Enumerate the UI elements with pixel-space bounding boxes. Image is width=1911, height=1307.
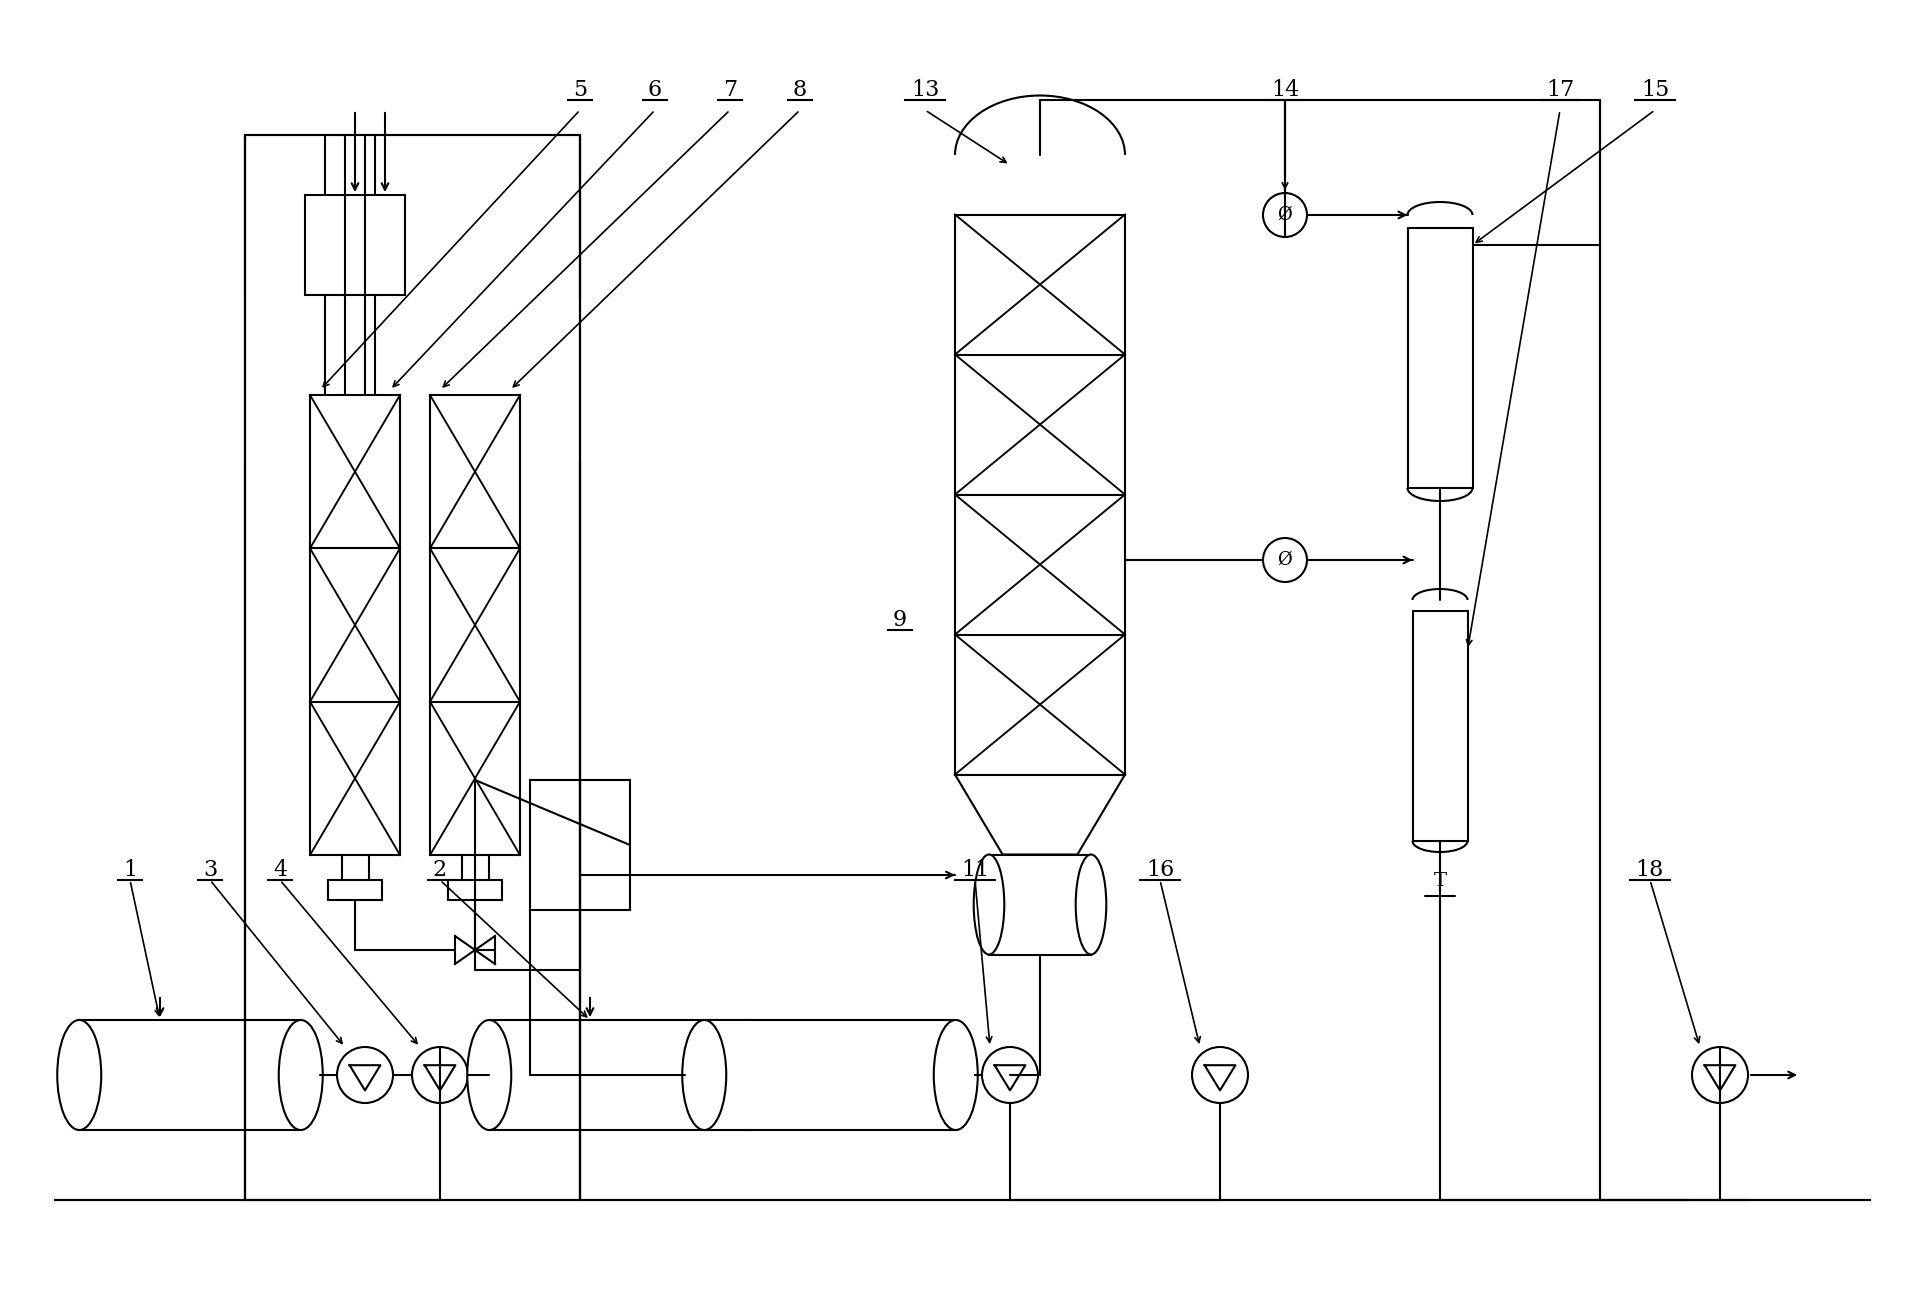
Text: 15: 15 xyxy=(1642,78,1668,101)
Ellipse shape xyxy=(975,855,1005,954)
Text: 16: 16 xyxy=(1147,859,1173,881)
Text: 11: 11 xyxy=(961,859,990,881)
Bar xyxy=(1408,227,1473,488)
Ellipse shape xyxy=(934,1019,978,1131)
Ellipse shape xyxy=(468,1019,512,1131)
Circle shape xyxy=(1192,1047,1248,1103)
Text: Ø: Ø xyxy=(1278,207,1292,223)
Text: 13: 13 xyxy=(912,78,938,101)
Bar xyxy=(529,780,631,910)
Text: 2: 2 xyxy=(434,859,447,881)
Bar xyxy=(329,880,382,901)
Text: 8: 8 xyxy=(793,78,806,101)
Text: 14: 14 xyxy=(1271,78,1299,101)
Bar xyxy=(956,214,1126,775)
Text: 3: 3 xyxy=(203,859,218,881)
Bar xyxy=(1412,610,1468,840)
Text: 17: 17 xyxy=(1546,78,1575,101)
Text: 7: 7 xyxy=(722,78,738,101)
Text: Ø: Ø xyxy=(1278,552,1292,569)
Circle shape xyxy=(336,1047,394,1103)
Bar xyxy=(705,1019,956,1131)
Ellipse shape xyxy=(1076,855,1106,954)
Text: 18: 18 xyxy=(1636,859,1664,881)
Text: 5: 5 xyxy=(573,78,587,101)
Ellipse shape xyxy=(279,1019,323,1131)
Bar xyxy=(310,395,399,855)
Text: 1: 1 xyxy=(122,859,138,881)
Ellipse shape xyxy=(57,1019,101,1131)
Circle shape xyxy=(1691,1047,1749,1103)
Bar xyxy=(306,195,405,295)
Text: 4: 4 xyxy=(273,859,287,881)
Bar xyxy=(78,1019,300,1131)
Bar xyxy=(990,855,1091,954)
Text: T: T xyxy=(1433,872,1447,890)
Text: 6: 6 xyxy=(648,78,661,101)
Circle shape xyxy=(1263,193,1307,237)
Circle shape xyxy=(413,1047,468,1103)
Circle shape xyxy=(1263,538,1307,582)
Bar xyxy=(489,1019,751,1131)
Circle shape xyxy=(982,1047,1038,1103)
Ellipse shape xyxy=(728,1019,772,1131)
Text: 9: 9 xyxy=(892,609,908,631)
Bar xyxy=(430,395,520,855)
Bar xyxy=(447,880,503,901)
Ellipse shape xyxy=(682,1019,726,1131)
